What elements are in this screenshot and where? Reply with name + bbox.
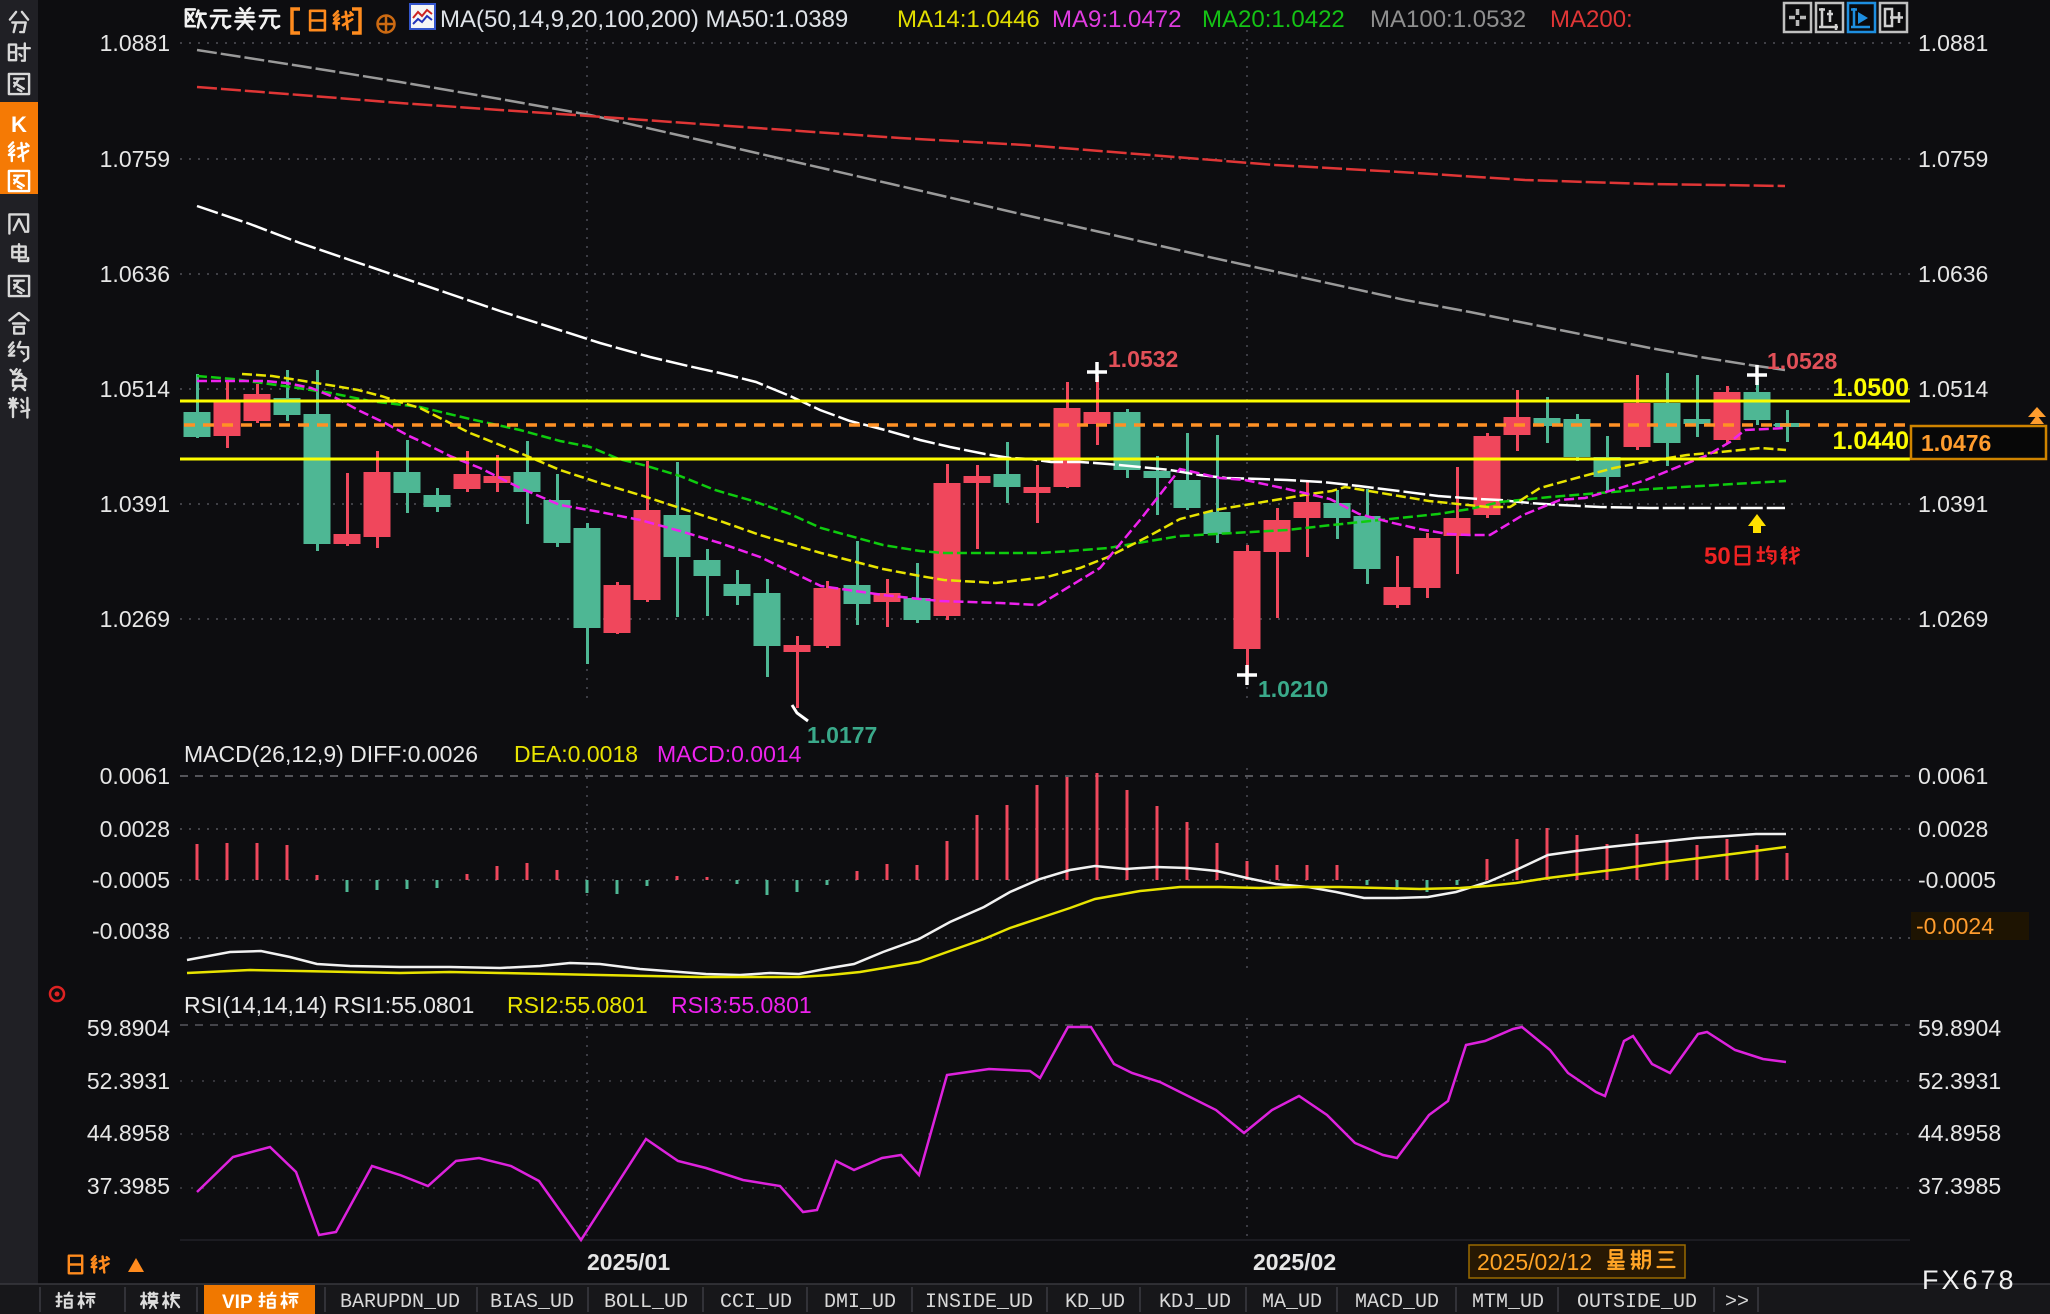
- svg-text:K: K: [11, 112, 27, 137]
- svg-text:OUTSIDE_UD: OUTSIDE_UD: [1577, 1291, 1697, 1314]
- svg-text:1.0476: 1.0476: [1921, 430, 1991, 456]
- svg-text:1.0514: 1.0514: [100, 376, 171, 402]
- svg-text:1.0636: 1.0636: [1918, 261, 1988, 287]
- svg-text:1.0881: 1.0881: [100, 30, 170, 56]
- svg-text:1.0269: 1.0269: [100, 606, 170, 632]
- svg-text:MA9:1.0472: MA9:1.0472: [1052, 6, 1181, 33]
- svg-text:0.0028: 0.0028: [1918, 816, 1988, 842]
- svg-text:KDJ_UD: KDJ_UD: [1159, 1291, 1231, 1314]
- svg-text:1.0391: 1.0391: [100, 491, 170, 517]
- svg-text:-0.0038: -0.0038: [92, 918, 170, 944]
- svg-text:59.8904: 59.8904: [87, 1015, 170, 1041]
- svg-text:1.0177: 1.0177: [807, 722, 877, 748]
- svg-text:INSIDE_UD: INSIDE_UD: [925, 1291, 1033, 1314]
- svg-text:MACD(26,12,9) DIFF:0.0026: MACD(26,12,9) DIFF:0.0026: [184, 741, 478, 767]
- svg-text:59.8904: 59.8904: [1918, 1015, 2001, 1041]
- svg-text:44.8958: 44.8958: [87, 1120, 170, 1146]
- svg-text:DMI_UD: DMI_UD: [824, 1291, 896, 1314]
- svg-text:MACD:0.0014: MACD:0.0014: [657, 741, 802, 767]
- svg-text:2025/02/12: 2025/02/12: [1477, 1249, 1592, 1275]
- svg-text:MACD_UD: MACD_UD: [1355, 1291, 1439, 1314]
- svg-text:MA_UD: MA_UD: [1262, 1291, 1322, 1314]
- svg-text:KD_UD: KD_UD: [1065, 1291, 1125, 1314]
- svg-text:RSI3:55.0801: RSI3:55.0801: [671, 992, 812, 1018]
- svg-text:MA(50,14,9,20,100,200) MA50:1.: MA(50,14,9,20,100,200) MA50:1.0389: [440, 6, 848, 33]
- svg-text:44.8958: 44.8958: [1918, 1120, 2001, 1146]
- svg-text:52.3931: 52.3931: [1918, 1068, 2001, 1094]
- svg-text:MA100:1.0532: MA100:1.0532: [1370, 6, 1526, 33]
- svg-text:VIP: VIP: [222, 1292, 253, 1313]
- svg-text:0.0061: 0.0061: [100, 763, 170, 789]
- svg-text:1.0269: 1.0269: [1918, 606, 1988, 632]
- svg-text:1.0532: 1.0532: [1108, 346, 1178, 372]
- svg-text:-0.0024: -0.0024: [1916, 913, 1994, 939]
- svg-text:FX678: FX678: [1922, 1265, 2017, 1295]
- svg-text:37.3985: 37.3985: [1918, 1173, 2001, 1199]
- svg-text:-0.0005: -0.0005: [1918, 867, 1996, 893]
- svg-text:1.0500: 1.0500: [1833, 374, 1909, 402]
- svg-text:0.0028: 0.0028: [100, 816, 170, 842]
- svg-text:BARUPDN_UD: BARUPDN_UD: [340, 1291, 460, 1314]
- svg-text:MA14:1.0446: MA14:1.0446: [897, 6, 1040, 33]
- svg-text:MA200:: MA200:: [1550, 6, 1633, 33]
- svg-text:2025/02: 2025/02: [1253, 1249, 1336, 1275]
- svg-text:RSI2:55.0801: RSI2:55.0801: [507, 992, 648, 1018]
- svg-text:BOLL_UD: BOLL_UD: [604, 1291, 688, 1314]
- svg-text:1.0210: 1.0210: [1258, 676, 1328, 702]
- svg-text:DEA:0.0018: DEA:0.0018: [514, 741, 638, 767]
- svg-text:1.0636: 1.0636: [100, 261, 170, 287]
- svg-text:1.0440: 1.0440: [1833, 427, 1909, 455]
- svg-text:CCI_UD: CCI_UD: [720, 1291, 792, 1314]
- svg-text:1.0881: 1.0881: [1918, 30, 1988, 56]
- svg-text:BIAS_UD: BIAS_UD: [490, 1291, 574, 1314]
- svg-text:MA20:1.0422: MA20:1.0422: [1202, 6, 1345, 33]
- svg-text:2025/01: 2025/01: [587, 1249, 670, 1275]
- svg-text:1.0528: 1.0528: [1767, 348, 1838, 374]
- svg-text:-0.0005: -0.0005: [92, 867, 170, 893]
- svg-text:1.0391: 1.0391: [1918, 491, 1988, 517]
- svg-text:1.0759: 1.0759: [100, 146, 170, 172]
- svg-text:37.3985: 37.3985: [87, 1173, 170, 1199]
- svg-text:RSI(14,14,14) RSI1:55.0801: RSI(14,14,14) RSI1:55.0801: [184, 992, 474, 1018]
- svg-text:52.3931: 52.3931: [87, 1068, 170, 1094]
- svg-text:0.0061: 0.0061: [1918, 763, 1988, 789]
- svg-text:50: 50: [1704, 543, 1731, 570]
- svg-text:1.0759: 1.0759: [1918, 146, 1988, 172]
- svg-text:1.0514: 1.0514: [1918, 376, 1989, 402]
- svg-text:>>: >>: [1725, 1291, 1749, 1314]
- svg-text:MTM_UD: MTM_UD: [1472, 1291, 1544, 1314]
